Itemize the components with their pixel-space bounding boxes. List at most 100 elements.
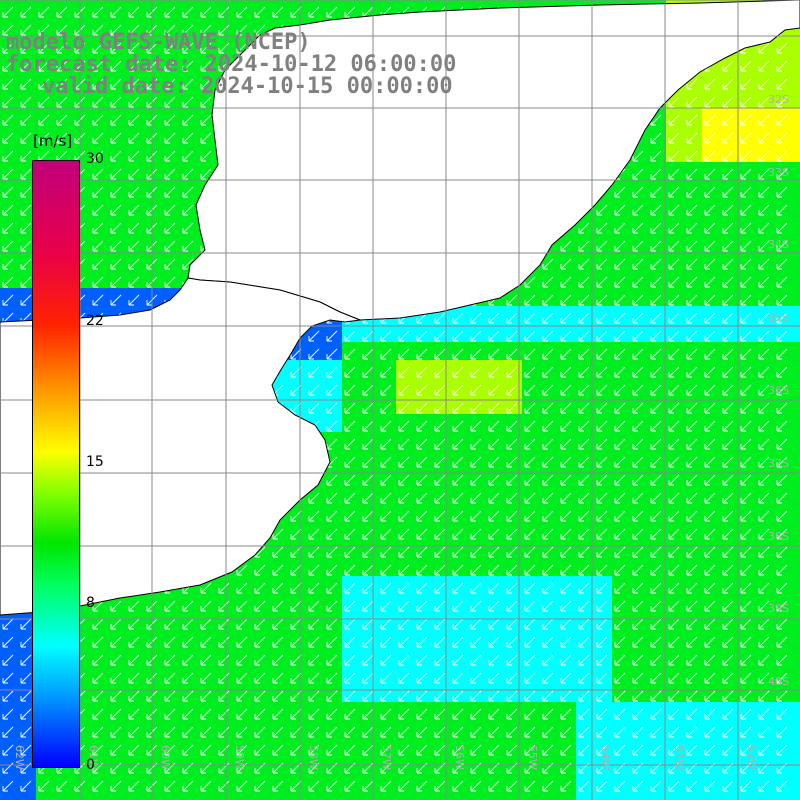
wind-arrow xyxy=(164,600,176,612)
wind-cell xyxy=(378,432,396,450)
wind-arrow xyxy=(740,780,752,792)
wind-arrow xyxy=(344,438,356,450)
wind-arrow xyxy=(344,600,356,612)
wind-cell xyxy=(756,324,774,342)
wind-arrow xyxy=(776,240,788,252)
wind-arrow xyxy=(560,276,572,288)
wind-arrow xyxy=(344,420,356,432)
wind-cell xyxy=(594,432,612,450)
wind-arrow xyxy=(362,438,374,450)
wind-arrow xyxy=(416,348,428,360)
wind-arrow xyxy=(776,186,788,198)
wind-arrow xyxy=(758,60,770,72)
wind-cell xyxy=(414,630,432,648)
wind-cell xyxy=(504,792,522,800)
latitude-label: 32S xyxy=(768,93,789,106)
wind-arrow xyxy=(668,312,680,324)
wind-cell xyxy=(72,126,90,144)
wind-cell xyxy=(144,126,162,144)
wind-arrow xyxy=(686,438,698,450)
wind-cell xyxy=(288,738,306,756)
wind-cell xyxy=(198,72,216,90)
wind-cell xyxy=(738,576,756,594)
wind-arrow xyxy=(182,132,194,144)
wind-cell xyxy=(162,180,180,198)
wind-arrow xyxy=(200,24,212,36)
wind-arrow xyxy=(722,438,734,450)
wind-cell xyxy=(36,144,54,162)
wind-cell xyxy=(630,288,648,306)
wind-cell xyxy=(126,612,144,630)
wind-arrow xyxy=(776,384,788,396)
wind-cell xyxy=(18,270,36,288)
latitude-label: 39S xyxy=(768,602,789,615)
wind-arrow xyxy=(20,654,32,666)
wind-cell xyxy=(324,504,342,522)
wind-cell xyxy=(180,234,198,252)
wind-arrow xyxy=(56,132,68,144)
wind-cell xyxy=(180,180,198,198)
wind-cell xyxy=(108,90,126,108)
wind-cell xyxy=(324,342,342,360)
wind-cell xyxy=(126,738,144,756)
wind-arrow xyxy=(650,726,662,738)
wind-arrow xyxy=(398,384,410,396)
wind-arrow xyxy=(290,564,302,576)
wind-arrow xyxy=(380,636,392,648)
wind-arrow xyxy=(758,348,770,360)
wind-arrow xyxy=(704,492,716,504)
wind-cell xyxy=(540,288,558,306)
wind-arrow xyxy=(92,240,104,252)
wind-arrow xyxy=(470,492,482,504)
wind-arrow xyxy=(470,384,482,396)
wind-cell xyxy=(468,774,486,792)
wind-cell xyxy=(0,270,18,288)
wind-arrow xyxy=(20,78,32,90)
wind-cell xyxy=(504,666,522,684)
wind-arrow xyxy=(722,114,734,126)
wind-arrow xyxy=(488,546,500,558)
wind-cell xyxy=(738,252,756,270)
wind-cell xyxy=(486,738,504,756)
wind-arrow xyxy=(722,474,734,486)
wind-arrow xyxy=(776,654,788,666)
wind-cell xyxy=(0,126,18,144)
wind-cell xyxy=(396,648,414,666)
wind-arrow xyxy=(560,330,572,342)
wind-cell xyxy=(612,432,630,450)
wind-arrow xyxy=(434,654,446,666)
wind-cell xyxy=(738,144,756,162)
wind-cell xyxy=(108,126,126,144)
wind-arrow xyxy=(254,24,266,36)
wind-arrow xyxy=(92,258,104,270)
wind-cell xyxy=(144,72,162,90)
wind-cell xyxy=(648,720,666,738)
wind-cell xyxy=(342,576,360,594)
wind-arrow xyxy=(488,672,500,684)
wind-cell xyxy=(126,792,144,800)
wind-cell xyxy=(594,378,612,396)
wind-arrow xyxy=(596,312,608,324)
wind-arrow xyxy=(434,582,446,594)
wind-arrow xyxy=(740,168,752,180)
wind-cell xyxy=(684,432,702,450)
wind-cell xyxy=(558,270,576,288)
wind-arrow xyxy=(506,654,518,666)
wind-cell xyxy=(486,486,504,504)
wind-arrow xyxy=(704,564,716,576)
wind-arrow xyxy=(776,348,788,360)
wind-arrow xyxy=(596,618,608,630)
wind-cell xyxy=(648,450,666,468)
wind-cell xyxy=(108,198,126,216)
wind-arrow xyxy=(308,780,320,792)
wind-cell xyxy=(198,792,216,800)
wind-arrow xyxy=(560,312,572,324)
wind-arrow xyxy=(560,438,572,450)
wind-cell xyxy=(162,612,180,630)
wind-cell xyxy=(576,612,594,630)
wind-arrow xyxy=(614,312,626,324)
wind-cell xyxy=(594,342,612,360)
wind-cell xyxy=(684,774,702,792)
wind-arrow xyxy=(542,312,554,324)
wind-cell xyxy=(108,720,126,738)
